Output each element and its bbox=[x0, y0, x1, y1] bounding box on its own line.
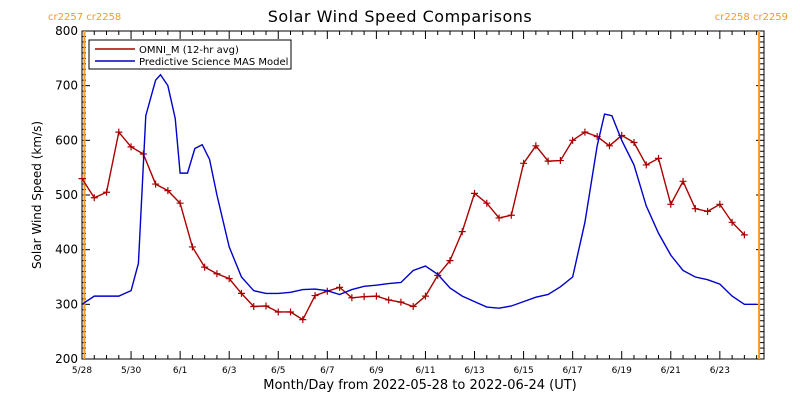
data-point bbox=[605, 142, 613, 150]
y-tick-label: 500 bbox=[55, 188, 78, 202]
x-tick-label: 6/9 bbox=[369, 366, 384, 376]
legend-label: OMNI_M (12-hr avg) bbox=[139, 45, 239, 56]
series-mas-model bbox=[81, 73, 757, 309]
data-point bbox=[176, 199, 184, 207]
data-point bbox=[679, 177, 687, 185]
data-point bbox=[434, 271, 442, 279]
x-tick-label: 6/23 bbox=[710, 366, 730, 376]
data-point bbox=[225, 275, 233, 283]
data-point bbox=[250, 303, 258, 311]
data-point bbox=[78, 175, 86, 183]
data-point bbox=[409, 303, 417, 311]
data-point bbox=[421, 292, 429, 300]
data-point bbox=[667, 200, 675, 208]
data-point bbox=[544, 157, 552, 165]
data-point bbox=[385, 296, 393, 304]
data-point bbox=[740, 231, 748, 239]
carrington-lines bbox=[83, 31, 761, 359]
data-point bbox=[127, 143, 135, 151]
x-tick-label: 6/19 bbox=[612, 366, 632, 376]
plot-frame bbox=[81, 30, 765, 360]
x-tick-label: 6/15 bbox=[513, 366, 533, 376]
data-point bbox=[311, 292, 319, 300]
data-point bbox=[569, 136, 577, 144]
x-tick-label: 5/28 bbox=[72, 366, 92, 376]
data-point bbox=[201, 263, 209, 271]
y-tick-label: 800 bbox=[55, 24, 78, 38]
data-point bbox=[348, 294, 356, 302]
x-tick-label: 6/1 bbox=[173, 366, 187, 376]
data-point bbox=[507, 211, 515, 219]
legend: OMNI_M (12-hr avg)Predictive Science MAS… bbox=[88, 39, 292, 70]
y-tick-label: 200 bbox=[55, 352, 78, 366]
data-point bbox=[336, 283, 344, 291]
x-axis-label: Month/Day from 2022-05-28 to 2022-06-24 … bbox=[263, 378, 577, 393]
carrington-label-right: cr2258 cr2259 bbox=[714, 12, 788, 23]
data-point bbox=[691, 205, 699, 213]
data-point bbox=[299, 316, 307, 324]
data-point bbox=[483, 199, 491, 207]
series-line bbox=[81, 73, 757, 309]
data-point bbox=[704, 207, 712, 215]
data-point bbox=[556, 157, 564, 165]
data-point bbox=[446, 257, 454, 265]
carrington-label-left: cr2257 cr2258 bbox=[48, 12, 122, 23]
data-point bbox=[471, 189, 479, 197]
x-tick-label: 6/17 bbox=[563, 366, 583, 376]
axes: 200 300 400 500 600 700 800 5/28 5/30 6/1 6/3 6/5 6/… bbox=[55, 24, 765, 376]
chart-title: Solar Wind Speed Comparisons bbox=[267, 7, 533, 26]
x-tick-label: 6/11 bbox=[415, 366, 435, 376]
x-tick-label: 6/13 bbox=[464, 366, 484, 376]
data-point bbox=[495, 214, 503, 222]
data-point bbox=[716, 200, 724, 208]
data-point bbox=[164, 187, 172, 195]
x-tick-label: 6/21 bbox=[661, 366, 681, 376]
data-point bbox=[287, 308, 295, 316]
data-point bbox=[581, 128, 589, 136]
data-point bbox=[397, 298, 405, 306]
legend-box bbox=[88, 39, 292, 70]
data-point bbox=[90, 194, 98, 202]
x-tick-label: 5/30 bbox=[121, 366, 141, 376]
series-line bbox=[81, 130, 745, 321]
data-point bbox=[274, 308, 282, 316]
y-tick-label: 300 bbox=[55, 297, 78, 311]
data-point bbox=[262, 302, 270, 310]
y-tick-label: 400 bbox=[55, 243, 78, 257]
data-point bbox=[360, 293, 368, 301]
y-tick-label: 600 bbox=[55, 133, 78, 147]
data-point bbox=[372, 292, 380, 300]
series-omni bbox=[78, 128, 748, 324]
y-tick-label: 700 bbox=[55, 79, 78, 93]
data-point bbox=[642, 161, 650, 169]
data-point bbox=[520, 159, 528, 167]
data-point bbox=[655, 154, 663, 162]
data-point bbox=[213, 270, 221, 278]
data-point bbox=[103, 188, 111, 196]
data-point bbox=[458, 228, 466, 236]
data-point bbox=[630, 139, 638, 147]
x-tick-label: 6/5 bbox=[271, 366, 285, 376]
data-point bbox=[152, 180, 160, 188]
data-point bbox=[115, 128, 123, 136]
x-tick-label: 6/3 bbox=[222, 366, 236, 376]
data-point bbox=[532, 142, 540, 150]
legend-label: Predictive Science MAS Model bbox=[139, 57, 288, 68]
data-point bbox=[728, 218, 736, 226]
x-tick-label: 6/7 bbox=[320, 366, 334, 376]
data-point bbox=[188, 243, 196, 251]
data-point bbox=[237, 289, 245, 297]
plot-area bbox=[78, 73, 757, 324]
